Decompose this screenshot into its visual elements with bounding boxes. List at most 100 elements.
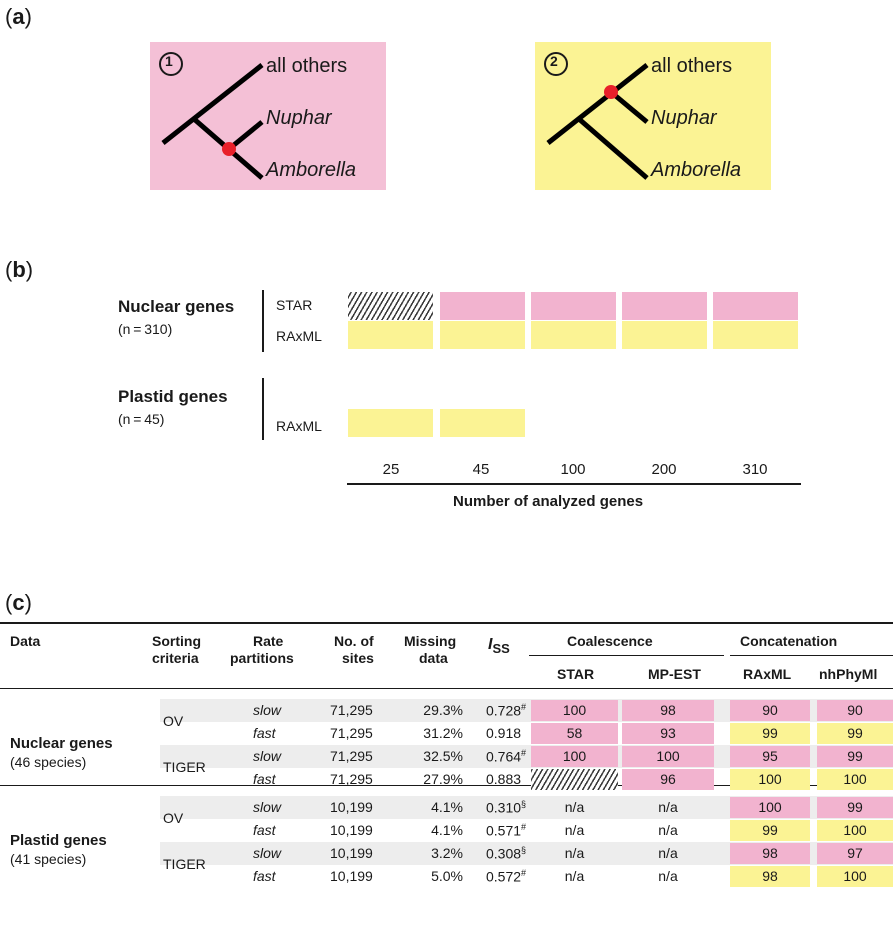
support-value-mpest: n/a	[658, 868, 678, 884]
iss-number: 0.918	[486, 725, 522, 741]
leaf-amborella: Amborella	[651, 159, 742, 181]
support-value-mpest: 96	[622, 769, 714, 790]
support-value-star: 100	[531, 700, 618, 721]
iss-footnote-symbol: #	[521, 868, 527, 878]
header-rate-2: partitions	[230, 650, 294, 666]
support-value-raxml: 98	[730, 866, 810, 887]
leaf-amborella: Amborella	[266, 159, 357, 181]
header-sites-1: No. of	[334, 633, 374, 649]
support-value-raxml: 90	[730, 700, 810, 721]
yellow-cell	[713, 321, 798, 349]
node-marker	[604, 85, 618, 99]
branch	[227, 120, 264, 151]
panel-label-b: (b)	[5, 257, 34, 282]
support-value-mpest: 93	[622, 723, 714, 744]
branch	[609, 90, 649, 124]
support-value-star: n/a	[564, 868, 585, 884]
branch	[546, 63, 649, 145]
pink-cell	[440, 292, 525, 320]
header-coalescence: Coalescence	[567, 633, 653, 649]
site-count: 10,199	[330, 845, 373, 861]
method-raxml: RAxML	[276, 328, 322, 344]
yellow-cell	[348, 321, 433, 349]
sorting-criterion: TIGER	[163, 759, 206, 775]
header-sorting-2: criteria	[152, 650, 199, 666]
iss-number: 0.310	[486, 799, 522, 816]
support-value-raxml: 99	[730, 820, 810, 841]
tree-number-circle	[544, 52, 568, 76]
tick-label: 45	[472, 461, 490, 478]
tree-1-box: 1 all others Nuphar Amborella	[150, 42, 386, 190]
yellow-cell	[440, 321, 525, 349]
site-count: 71,295	[330, 725, 373, 741]
site-count: 71,295	[330, 771, 373, 787]
branch	[577, 117, 649, 180]
iss-value: 0.308§	[486, 845, 526, 862]
pink-cell	[713, 292, 798, 320]
header-data: Data	[10, 633, 41, 649]
method-star: STAR	[276, 297, 313, 313]
header-iss: ISS	[488, 636, 510, 656]
leaf-nuphar: Nuphar	[266, 107, 332, 129]
header-sorting-1: Sorting	[152, 633, 201, 649]
header-missing-1: Missing	[404, 633, 457, 649]
method-raxml: RAxML	[276, 418, 322, 434]
tree-1-diagram	[159, 52, 264, 180]
support-value-nh: 97	[817, 843, 893, 864]
nuclear-genes-n: (n = 310)	[118, 321, 173, 337]
iss-number: 0.883	[486, 771, 522, 787]
x-axis-line	[347, 483, 801, 485]
site-count: 10,199	[330, 868, 373, 884]
tick-label: 25	[382, 461, 400, 478]
header-mpest: MP-EST	[648, 666, 701, 682]
iss-value: 0.883	[486, 771, 521, 787]
group-name: Plastid genes	[10, 832, 107, 849]
missing-data: 32.5%	[423, 748, 463, 764]
plastid-genes-title: Plastid genes	[118, 387, 228, 406]
support-value-nh: 99	[817, 797, 893, 818]
site-count: 10,199	[330, 799, 373, 815]
missing-data: 31.2%	[423, 725, 463, 741]
missing-data: 4.1%	[431, 822, 463, 838]
header-concatenation: Concatenation	[740, 633, 838, 649]
header-star: STAR	[557, 666, 595, 682]
row-shade	[160, 842, 893, 865]
support-value-nh: 99	[817, 723, 893, 744]
group-species: (41 species)	[10, 851, 87, 867]
tree-2-box: 2 all others Nuphar Amborella	[535, 42, 771, 190]
support-value-nh: 100	[817, 820, 893, 841]
header-iss-main: I	[488, 636, 493, 653]
table-top-rule	[0, 622, 893, 624]
iss-value: 0.764#	[486, 748, 526, 765]
sorting-criterion: TIGER	[163, 856, 206, 872]
header-nhphyml: nhPhyMl	[819, 666, 878, 682]
rate-partition: slow	[253, 845, 282, 861]
tick-label: 100	[560, 461, 586, 478]
plastid-genes-n: (n = 45)	[118, 411, 165, 427]
site-count: 71,295	[330, 748, 373, 764]
support-value-nh: 90	[817, 700, 893, 721]
support-value-mpest: n/a	[658, 845, 678, 861]
branch	[161, 63, 264, 145]
leaf-all-others: all others	[651, 55, 733, 77]
rate-partition: slow	[253, 799, 282, 815]
missing-data: 29.3%	[423, 702, 463, 718]
support-value-star: n/a	[564, 822, 585, 838]
tick-label: 310	[742, 461, 768, 478]
support-value-nh: 100	[817, 866, 893, 887]
iss-footnote-symbol: §	[521, 845, 527, 855]
support-value-star: n/a	[564, 799, 585, 815]
iss-number: 0.571	[486, 822, 522, 839]
iss-number: 0.308	[486, 845, 522, 862]
panel-label-c: (c)	[5, 590, 32, 615]
sorting-criterion: OV	[163, 713, 184, 729]
support-value-nh: 99	[817, 746, 893, 767]
support-value-mpest: 98	[622, 700, 714, 721]
support-value-star: 100	[531, 746, 618, 767]
missing-data: 4.1%	[431, 799, 463, 815]
header-bottom-rule	[0, 688, 893, 689]
support-value-raxml: 100	[730, 769, 810, 790]
iss-value: 0.572#	[486, 868, 526, 885]
header-iss-sub: SS	[492, 641, 510, 656]
nuclear-genes-title: Nuclear genes	[118, 297, 235, 316]
